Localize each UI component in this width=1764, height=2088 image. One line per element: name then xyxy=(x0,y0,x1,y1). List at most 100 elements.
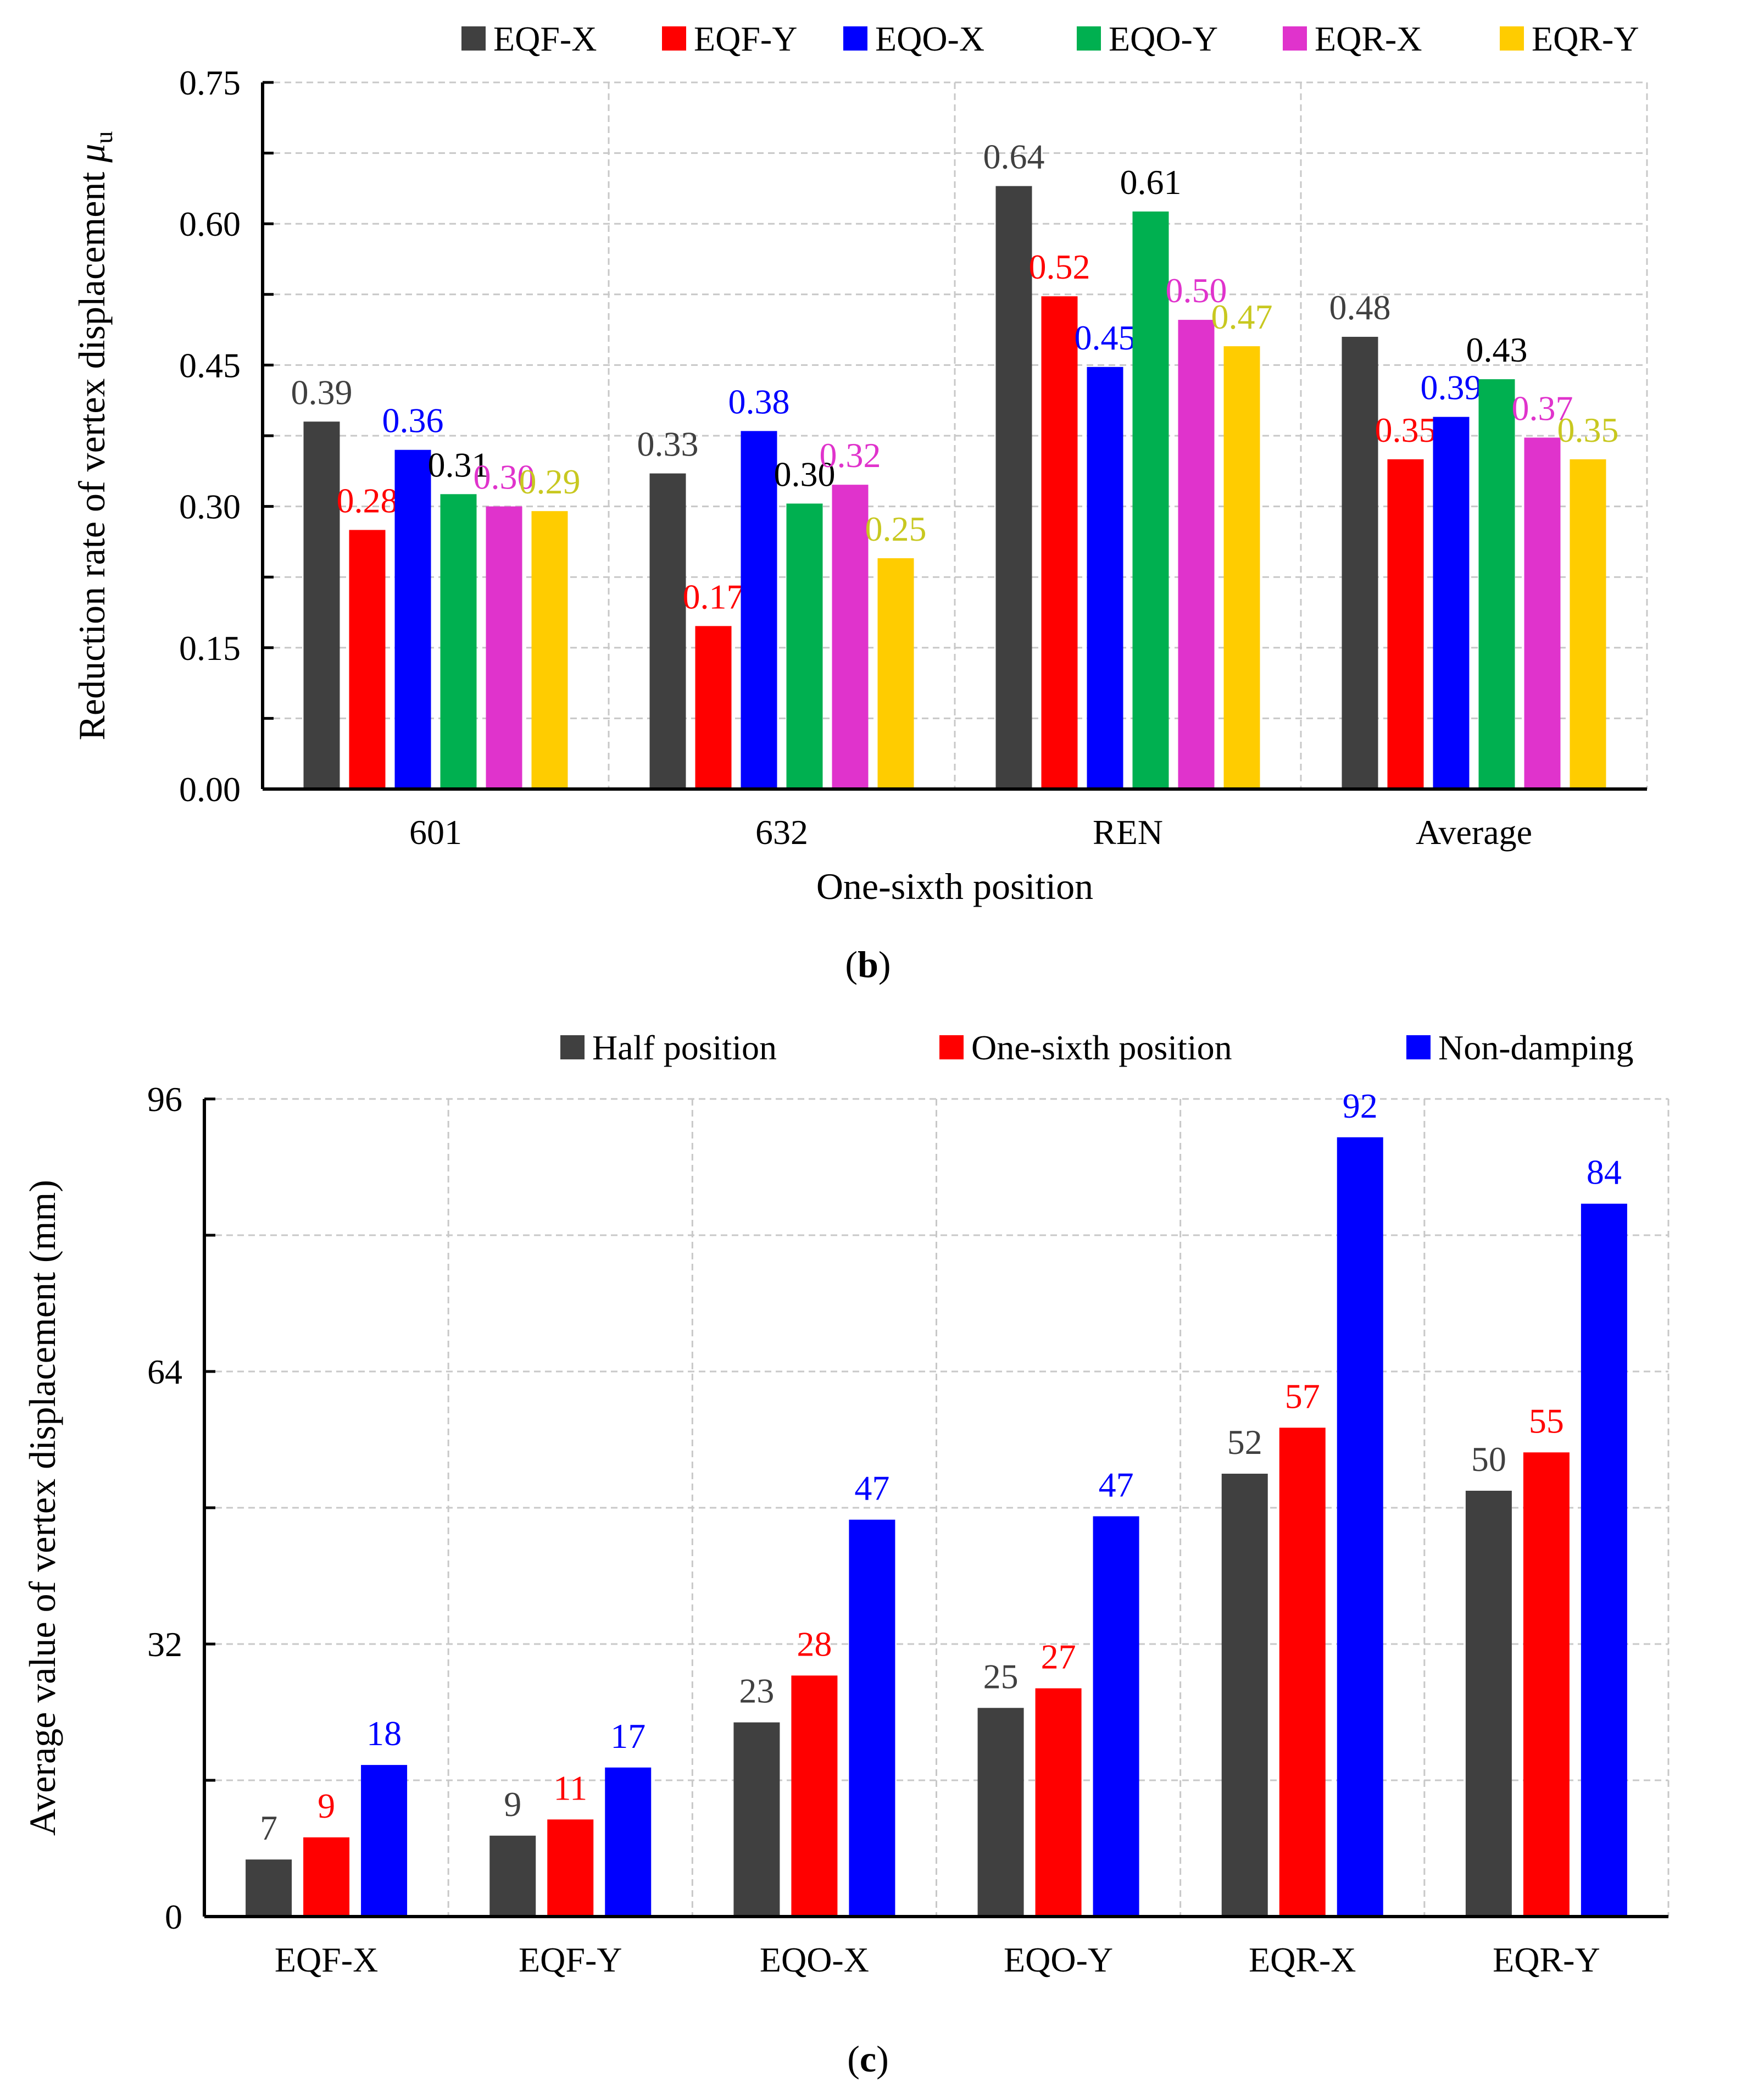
bar-non-damping-eqo-y xyxy=(1093,1516,1139,1917)
x-tick-label: Average xyxy=(1416,813,1532,852)
bar-eqr-x-average xyxy=(1524,437,1561,789)
bar-half-position-eqf-x xyxy=(246,1859,292,1917)
data-label: 0.39 xyxy=(291,373,353,412)
legend-swatch xyxy=(1077,26,1101,51)
legend-label: Half position xyxy=(592,1028,777,1067)
bar-eqo-y-average xyxy=(1478,379,1515,789)
x-tick-label: EQO-Y xyxy=(1004,1940,1113,1979)
bar-eqo-y-601 xyxy=(440,494,477,789)
panel-label-letter: c xyxy=(860,2038,876,2080)
data-label: 23 xyxy=(739,1671,774,1711)
data-label: 0.32 xyxy=(820,436,881,475)
y-tick-label: 0.75 xyxy=(179,63,241,102)
bar-eqf-x-ren xyxy=(995,186,1032,790)
x-tick-label: REN xyxy=(1093,813,1163,852)
x-tick-label: EQO-X xyxy=(760,1940,869,1979)
bar-non-damping-eqf-y xyxy=(605,1767,652,1917)
y-axis-title: Average value of vertex displacement (mm… xyxy=(21,1180,63,1836)
bar-one-sixth-position-eqf-y xyxy=(547,1819,594,1917)
bar-eqf-x-632 xyxy=(649,473,686,789)
bar-one-sixth-position-eqo-y xyxy=(1035,1688,1082,1917)
legend-swatch xyxy=(843,26,867,51)
y-axis-title-symbol: μ xyxy=(71,144,113,163)
y-tick-label: 0.45 xyxy=(179,346,241,385)
panel-label: (b) xyxy=(845,943,891,985)
legend-swatch xyxy=(939,1035,964,1059)
bar-eqf-y-632 xyxy=(695,626,732,789)
bar-half-position-eqr-x xyxy=(1221,1474,1268,1917)
chart-c: 7 9 23 25 52 50 9 11 28 27 57 55 18 17 47 47 92 84 0 32 64 96… xyxy=(21,1028,1670,2080)
data-label: 0.35 xyxy=(1375,410,1437,449)
y-tick-label: 0.60 xyxy=(179,204,241,243)
bar-eqf-y-average xyxy=(1387,459,1424,789)
legend-swatch xyxy=(461,26,486,51)
bar-eqo-x-601 xyxy=(394,449,431,789)
bar-non-damping-eqf-x xyxy=(361,1765,408,1917)
y-axis-title-text: Reduction rate of vertex displacement xyxy=(71,163,113,741)
data-label: 47 xyxy=(1099,1465,1134,1504)
data-label: 0.29 xyxy=(519,462,581,501)
legend-label: EQO-X xyxy=(875,19,984,58)
data-label: 0.39 xyxy=(1421,368,1482,407)
legend-swatch xyxy=(662,26,686,51)
data-label: 0.64 xyxy=(983,137,1045,176)
bar-one-sixth-position-eqo-x xyxy=(791,1675,838,1917)
data-label: 11 xyxy=(553,1768,587,1807)
bar-eqr-x-ren xyxy=(1178,320,1215,789)
bar-half-position-eqo-y xyxy=(977,1708,1024,1917)
panel-label-close: ) xyxy=(876,2038,889,2080)
y-axis-title-text: Average value of vertex displacement (mm… xyxy=(21,1180,63,1836)
x-tick-label: EQR-Y xyxy=(1493,1940,1600,1979)
x-axis-title: One-sixth position xyxy=(816,865,1093,907)
y-tick-label: 0.00 xyxy=(179,770,241,809)
bar-non-damping-eqr-y xyxy=(1581,1203,1627,1917)
data-label: 27 xyxy=(1041,1637,1076,1676)
y-tick-label: 96 xyxy=(147,1080,182,1119)
panel-label-open: ( xyxy=(847,2038,860,2080)
data-label: 17 xyxy=(610,1717,645,1756)
data-label: 57 xyxy=(1285,1376,1320,1415)
data-label: 84 xyxy=(1587,1153,1622,1192)
data-label: 7 xyxy=(260,1808,277,1847)
bar-eqr-y-632 xyxy=(877,558,914,789)
legend-label: EQF-Y xyxy=(694,19,797,58)
y-tick-label: 32 xyxy=(147,1625,182,1664)
data-label: 9 xyxy=(504,1785,521,1824)
x-tick-label: EQF-X xyxy=(275,1940,378,1979)
bar-eqr-x-601 xyxy=(486,506,522,789)
bar-eqo-x-ren xyxy=(1087,366,1123,789)
data-label: 50 xyxy=(1471,1440,1506,1479)
data-label: 0.43 xyxy=(1466,330,1528,369)
data-label: 28 xyxy=(797,1624,832,1663)
y-tick-label: 0 xyxy=(165,1897,182,1936)
data-label: 0.17 xyxy=(683,577,744,616)
legend-swatch xyxy=(1406,1035,1431,1059)
legend-label: EQR-Y xyxy=(1532,19,1639,58)
bar-eqf-y-ren xyxy=(1041,296,1078,789)
y-tick-label: 0.30 xyxy=(179,487,241,526)
bar-eqf-y-601 xyxy=(349,530,386,789)
data-label: 0.61 xyxy=(1120,163,1182,202)
data-label: 0.37 xyxy=(1512,388,1573,427)
data-label: 52 xyxy=(1227,1423,1262,1462)
data-label: 18 xyxy=(366,1714,402,1753)
x-tick-label: 632 xyxy=(755,813,808,852)
bar-half-position-eqo-x xyxy=(733,1722,780,1917)
panel-label-open: ( xyxy=(845,943,858,985)
bar-one-sixth-position-eqf-x xyxy=(303,1837,350,1917)
data-label: 25 xyxy=(983,1657,1019,1696)
x-tick-label: 601 xyxy=(409,813,462,852)
x-tick-label: EQF-Y xyxy=(519,1940,622,1979)
bar-half-position-eqr-y xyxy=(1465,1491,1512,1917)
y-tick-label: 64 xyxy=(147,1352,182,1391)
panel-label: (c) xyxy=(847,2038,889,2080)
data-label: 92 xyxy=(1343,1086,1378,1125)
bar-eqo-x-average xyxy=(1433,417,1470,789)
data-label: 0.48 xyxy=(1329,288,1391,327)
data-label: 0.50 xyxy=(1166,271,1227,310)
data-label: 0.25 xyxy=(865,509,927,548)
data-label: 0.36 xyxy=(382,401,444,440)
data-label: 0.47 xyxy=(1211,297,1273,336)
data-label: 0.33 xyxy=(637,425,699,464)
data-label: 0.38 xyxy=(728,382,790,421)
